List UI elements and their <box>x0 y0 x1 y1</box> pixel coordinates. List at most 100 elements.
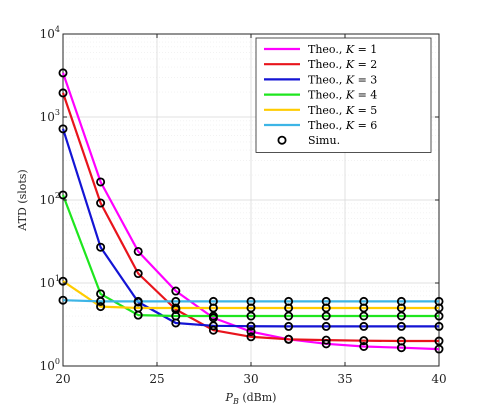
y-tick-label-base: 10 <box>40 276 55 290</box>
simu-marker-k2 <box>208 325 218 335</box>
y-tick-label-base: 10 <box>40 110 55 124</box>
legend-marker-simu <box>277 135 287 145</box>
legend-label-var: K <box>345 104 355 117</box>
legend-label-var: K <box>345 89 355 102</box>
simu-marker-k2 <box>396 336 406 346</box>
simulation-markers <box>58 68 444 354</box>
legend-label-prefix: Theo., <box>308 104 346 117</box>
legend-label-rest: = 2 <box>354 58 377 71</box>
legend-label-k1: Theo., K = 1 <box>308 43 377 56</box>
x-axis-label: PB (dBm) <box>225 391 277 406</box>
x-tick-label: 30 <box>243 372 258 386</box>
simu-marker-k1 <box>321 339 331 349</box>
legend-label-prefix: Theo., <box>308 73 346 86</box>
legend-label-k2: Theo., K = 2 <box>308 58 377 71</box>
simu-marker-k2 <box>321 335 331 345</box>
series-line-k6 <box>62 299 439 303</box>
simu-marker-k1 <box>171 286 181 296</box>
series-lines <box>61 72 440 351</box>
simu-marker-k6 <box>396 296 406 306</box>
simu-marker-k1 <box>359 341 369 351</box>
legend-label-prefix: Theo., <box>308 58 346 71</box>
simu-marker-k2 <box>434 336 444 346</box>
simu-marker-k5 <box>58 276 68 286</box>
simu-marker-k6 <box>246 296 256 306</box>
simu-marker-k6 <box>321 296 331 306</box>
simu-marker-k3 <box>58 124 68 134</box>
simu-marker-k6 <box>434 296 444 306</box>
x-axis-ticks: 20 25 30 35 40 <box>55 34 447 386</box>
y-tick-label: 100 <box>40 357 60 373</box>
legend-label-k6: Theo., K = 6 <box>308 119 377 132</box>
y-tick-label: 104 <box>40 25 60 41</box>
simu-marker-k4 <box>58 190 68 200</box>
x-tick-label: 20 <box>55 372 70 386</box>
simu-marker-k3 <box>246 321 256 331</box>
x-tick-label: 35 <box>337 372 352 386</box>
simu-marker-k6 <box>359 296 369 306</box>
legend-label-var: K <box>345 119 355 132</box>
simu-marker-k2 <box>359 336 369 346</box>
legend-label-rest: = 1 <box>354 43 377 56</box>
simu-marker-k5 <box>96 302 106 312</box>
simu-marker-k3 <box>359 321 369 331</box>
legend-label-simu: Simu. <box>308 134 340 147</box>
legend-label-k4: Theo., K = 4 <box>308 89 377 102</box>
x-axis-label-subscript: B <box>232 397 239 406</box>
legend-label-prefix: Theo., <box>308 89 346 102</box>
simu-marker-k3 <box>396 321 406 331</box>
series-line-k5 <box>62 280 439 310</box>
legend-label-rest: = 6 <box>354 119 377 132</box>
legend-label-prefix: Theo., <box>308 119 346 132</box>
y-tick-label-exponent: 3 <box>55 108 60 117</box>
simu-marker-k1 <box>96 177 106 187</box>
y-tick-label: 102 <box>40 191 60 207</box>
simu-marker-k6 <box>133 296 143 306</box>
legend-label-k5: Theo., K = 5 <box>308 104 377 117</box>
y-tick-label: 103 <box>40 108 60 124</box>
simu-marker-k2 <box>246 332 256 342</box>
simu-marker-k3 <box>434 321 444 331</box>
simu-marker-k2 <box>96 198 106 208</box>
legend-label-rest: = 4 <box>354 89 377 102</box>
y-tick-label-exponent: 1 <box>55 274 60 283</box>
legend-label-k3: Theo., K = 3 <box>308 73 377 86</box>
legend-label-var: K <box>345 43 355 56</box>
simu-marker-k1 <box>246 327 256 337</box>
x-tick-label: 25 <box>149 372 164 386</box>
y-tick-label-exponent: 4 <box>55 25 60 34</box>
simu-marker-k2 <box>58 88 68 98</box>
simu-marker-k6 <box>284 296 294 306</box>
legend-label-var: K <box>345 58 355 71</box>
y-tick-label-base: 10 <box>40 193 55 207</box>
series-line-k1 <box>61 72 440 351</box>
simu-marker-k6 <box>96 296 106 306</box>
simu-marker-k1 <box>133 246 143 256</box>
simu-marker-k3 <box>284 321 294 331</box>
legend-label-var: K <box>345 73 355 86</box>
legend-label-rest: = 3 <box>354 73 377 86</box>
y-axis-label: ATD (slots) <box>16 169 29 231</box>
y-tick-label: 101 <box>40 274 60 290</box>
series-line-k3 <box>61 128 439 328</box>
simu-marker-k3 <box>96 242 106 252</box>
simu-marker-k1 <box>58 68 68 78</box>
simu-marker-k2 <box>284 334 294 344</box>
y-tick-label-base: 10 <box>40 27 55 41</box>
x-axis-label-var: P <box>225 391 234 404</box>
y-tick-label-exponent: 0 <box>55 357 60 366</box>
simu-marker-k3 <box>208 321 218 331</box>
y-tick-label-exponent: 2 <box>55 191 60 200</box>
x-axis-label-unit: (dBm) <box>239 391 277 404</box>
simu-marker-k3 <box>321 321 331 331</box>
y-tick-label-base: 10 <box>40 359 55 373</box>
legend-label-rest: = 5 <box>354 104 377 117</box>
legend-label-prefix: Theo., <box>308 43 346 56</box>
x-tick-label: 40 <box>431 372 446 386</box>
series-line-k2 <box>61 92 439 343</box>
simu-marker-k6 <box>171 296 181 306</box>
simu-marker-k2 <box>133 269 143 279</box>
